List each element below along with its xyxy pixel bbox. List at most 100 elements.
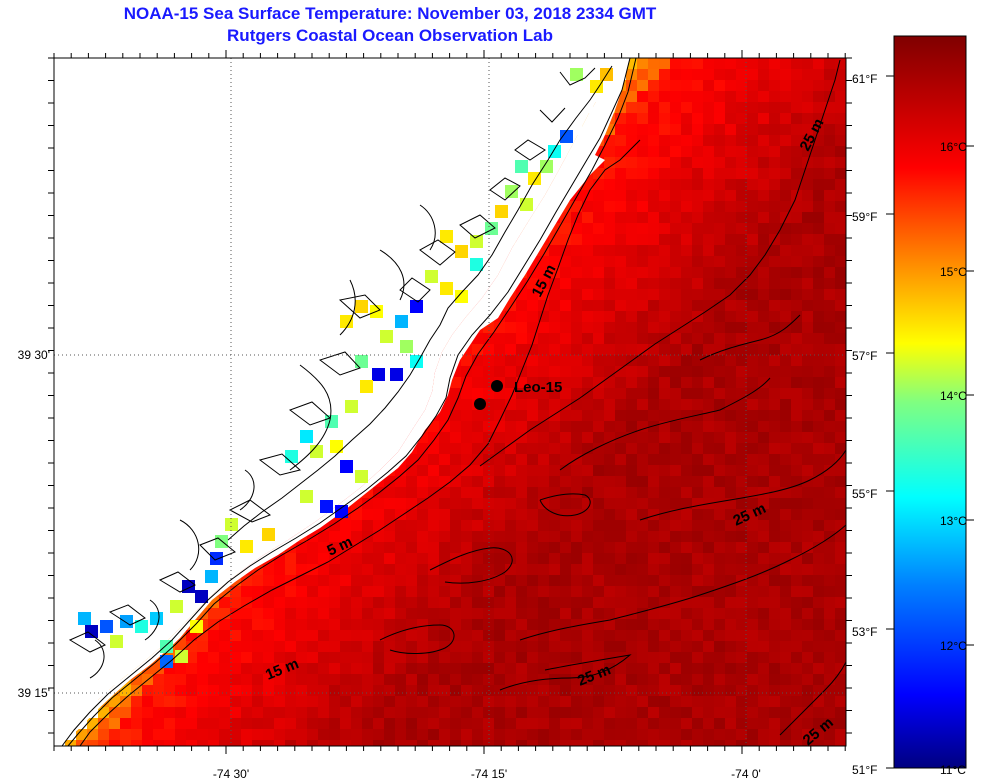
sst-cell — [758, 663, 769, 674]
sst-cell — [615, 289, 626, 300]
sst-cell — [483, 663, 494, 674]
sst-cell — [285, 729, 296, 740]
sst-cell — [472, 685, 483, 696]
sst-cell — [417, 740, 428, 746]
sst-cell — [252, 696, 263, 707]
sst-cell — [395, 718, 406, 729]
sst-cell — [758, 487, 769, 498]
sst-cell — [505, 454, 516, 465]
sst-cell — [428, 432, 439, 443]
sst-cell — [813, 333, 824, 344]
sst-cell — [780, 619, 791, 630]
sst-cell — [714, 575, 725, 586]
sst-cell — [494, 355, 505, 366]
sst-cell — [824, 421, 835, 432]
sst-cell — [494, 652, 505, 663]
sst-cell — [670, 234, 681, 245]
bay-sst-cell — [340, 315, 353, 328]
sst-cell — [604, 740, 615, 746]
bay-sst-cell — [175, 650, 188, 663]
bay-sst-cell — [455, 245, 468, 258]
sst-cell — [373, 509, 384, 520]
sst-cell — [626, 476, 637, 487]
sst-cell — [461, 465, 472, 476]
sst-cell — [692, 553, 703, 564]
sst-cell — [318, 597, 329, 608]
sst-cell — [219, 619, 230, 630]
sst-cell — [582, 333, 593, 344]
sst-cell — [626, 465, 637, 476]
colorbar-f-label: 55°F — [852, 487, 877, 501]
station-marker[interactable] — [474, 398, 486, 410]
sst-cell — [230, 630, 241, 641]
sst-cell — [637, 135, 648, 146]
sst-cell — [659, 135, 670, 146]
sst-cell — [769, 157, 780, 168]
sst-cell — [527, 663, 538, 674]
sst-cell — [318, 564, 329, 575]
sst-cell — [494, 388, 505, 399]
sst-cell — [637, 300, 648, 311]
sst-cell — [428, 542, 439, 553]
sst-cell — [395, 652, 406, 663]
sst-cell — [483, 498, 494, 509]
sst-cell — [824, 564, 835, 575]
sst-cell — [714, 674, 725, 685]
sst-cell — [637, 311, 648, 322]
sst-cell — [439, 575, 450, 586]
sst-cell — [791, 498, 802, 509]
sst-cell — [802, 707, 813, 718]
sst-cell — [637, 454, 648, 465]
bay-sst-cell — [205, 570, 218, 583]
sst-cell — [615, 729, 626, 740]
sst-cell — [758, 674, 769, 685]
sst-cell — [615, 212, 626, 223]
sst-cell — [824, 212, 835, 223]
sst-cell — [802, 146, 813, 157]
sst-cell — [604, 597, 615, 608]
sst-cell — [813, 619, 824, 630]
sst-cell — [725, 113, 736, 124]
sst-cell — [604, 443, 615, 454]
sst-cell — [758, 245, 769, 256]
sst-cell — [373, 630, 384, 641]
sst-cell — [681, 663, 692, 674]
sst-cell — [285, 564, 296, 575]
sst-cell — [560, 344, 571, 355]
sst-cell — [670, 179, 681, 190]
sst-cell — [670, 212, 681, 223]
sst-cell — [791, 91, 802, 102]
sst-cell — [802, 696, 813, 707]
sst-cell — [527, 388, 538, 399]
sst-cell — [428, 443, 439, 454]
sst-cell — [483, 366, 494, 377]
sst-cell — [593, 718, 604, 729]
sst-cell — [659, 102, 670, 113]
sst-cell — [703, 421, 714, 432]
sst-cell — [340, 707, 351, 718]
sst-cell — [340, 630, 351, 641]
sst-cell — [769, 124, 780, 135]
sst-cell — [780, 740, 791, 746]
sst-cell — [780, 685, 791, 696]
sst-cell — [582, 674, 593, 685]
sst-cell — [637, 245, 648, 256]
sst-cell — [813, 740, 824, 746]
sst-cell — [571, 487, 582, 498]
sst-cell — [813, 685, 824, 696]
sst-cell — [648, 454, 659, 465]
station-marker[interactable] — [491, 380, 503, 392]
sst-cell — [747, 377, 758, 388]
sst-cell — [703, 608, 714, 619]
sst-cell — [626, 707, 637, 718]
sst-cell — [516, 652, 527, 663]
sst-cell — [736, 366, 747, 377]
sst-cell — [593, 300, 604, 311]
sst-cell — [725, 256, 736, 267]
sst-cell — [175, 696, 186, 707]
sst-cell — [450, 619, 461, 630]
sst-cell — [494, 608, 505, 619]
sst-cell — [417, 432, 428, 443]
sst-cell — [769, 201, 780, 212]
sst-cell — [527, 311, 538, 322]
